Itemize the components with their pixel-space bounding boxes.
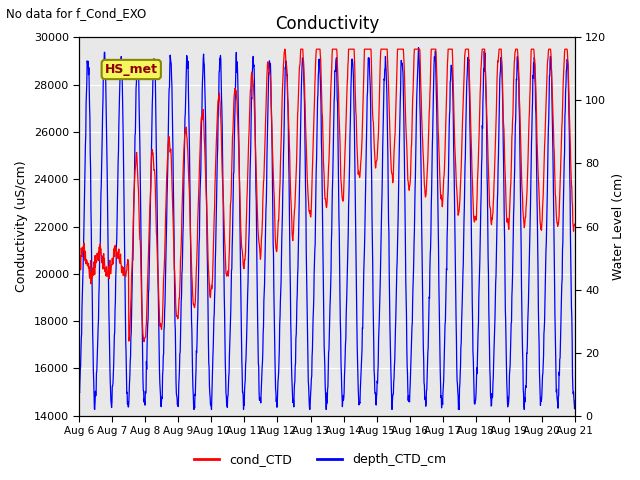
Text: HS_met: HS_met — [105, 63, 158, 76]
Title: Conductivity: Conductivity — [275, 15, 379, 33]
Text: No data for f_Cond_EXO: No data for f_Cond_EXO — [6, 7, 147, 20]
Y-axis label: Conductivity (uS/cm): Conductivity (uS/cm) — [15, 161, 28, 292]
Y-axis label: Water Level (cm): Water Level (cm) — [612, 173, 625, 280]
Legend: cond_CTD, depth_CTD_cm: cond_CTD, depth_CTD_cm — [189, 448, 451, 471]
